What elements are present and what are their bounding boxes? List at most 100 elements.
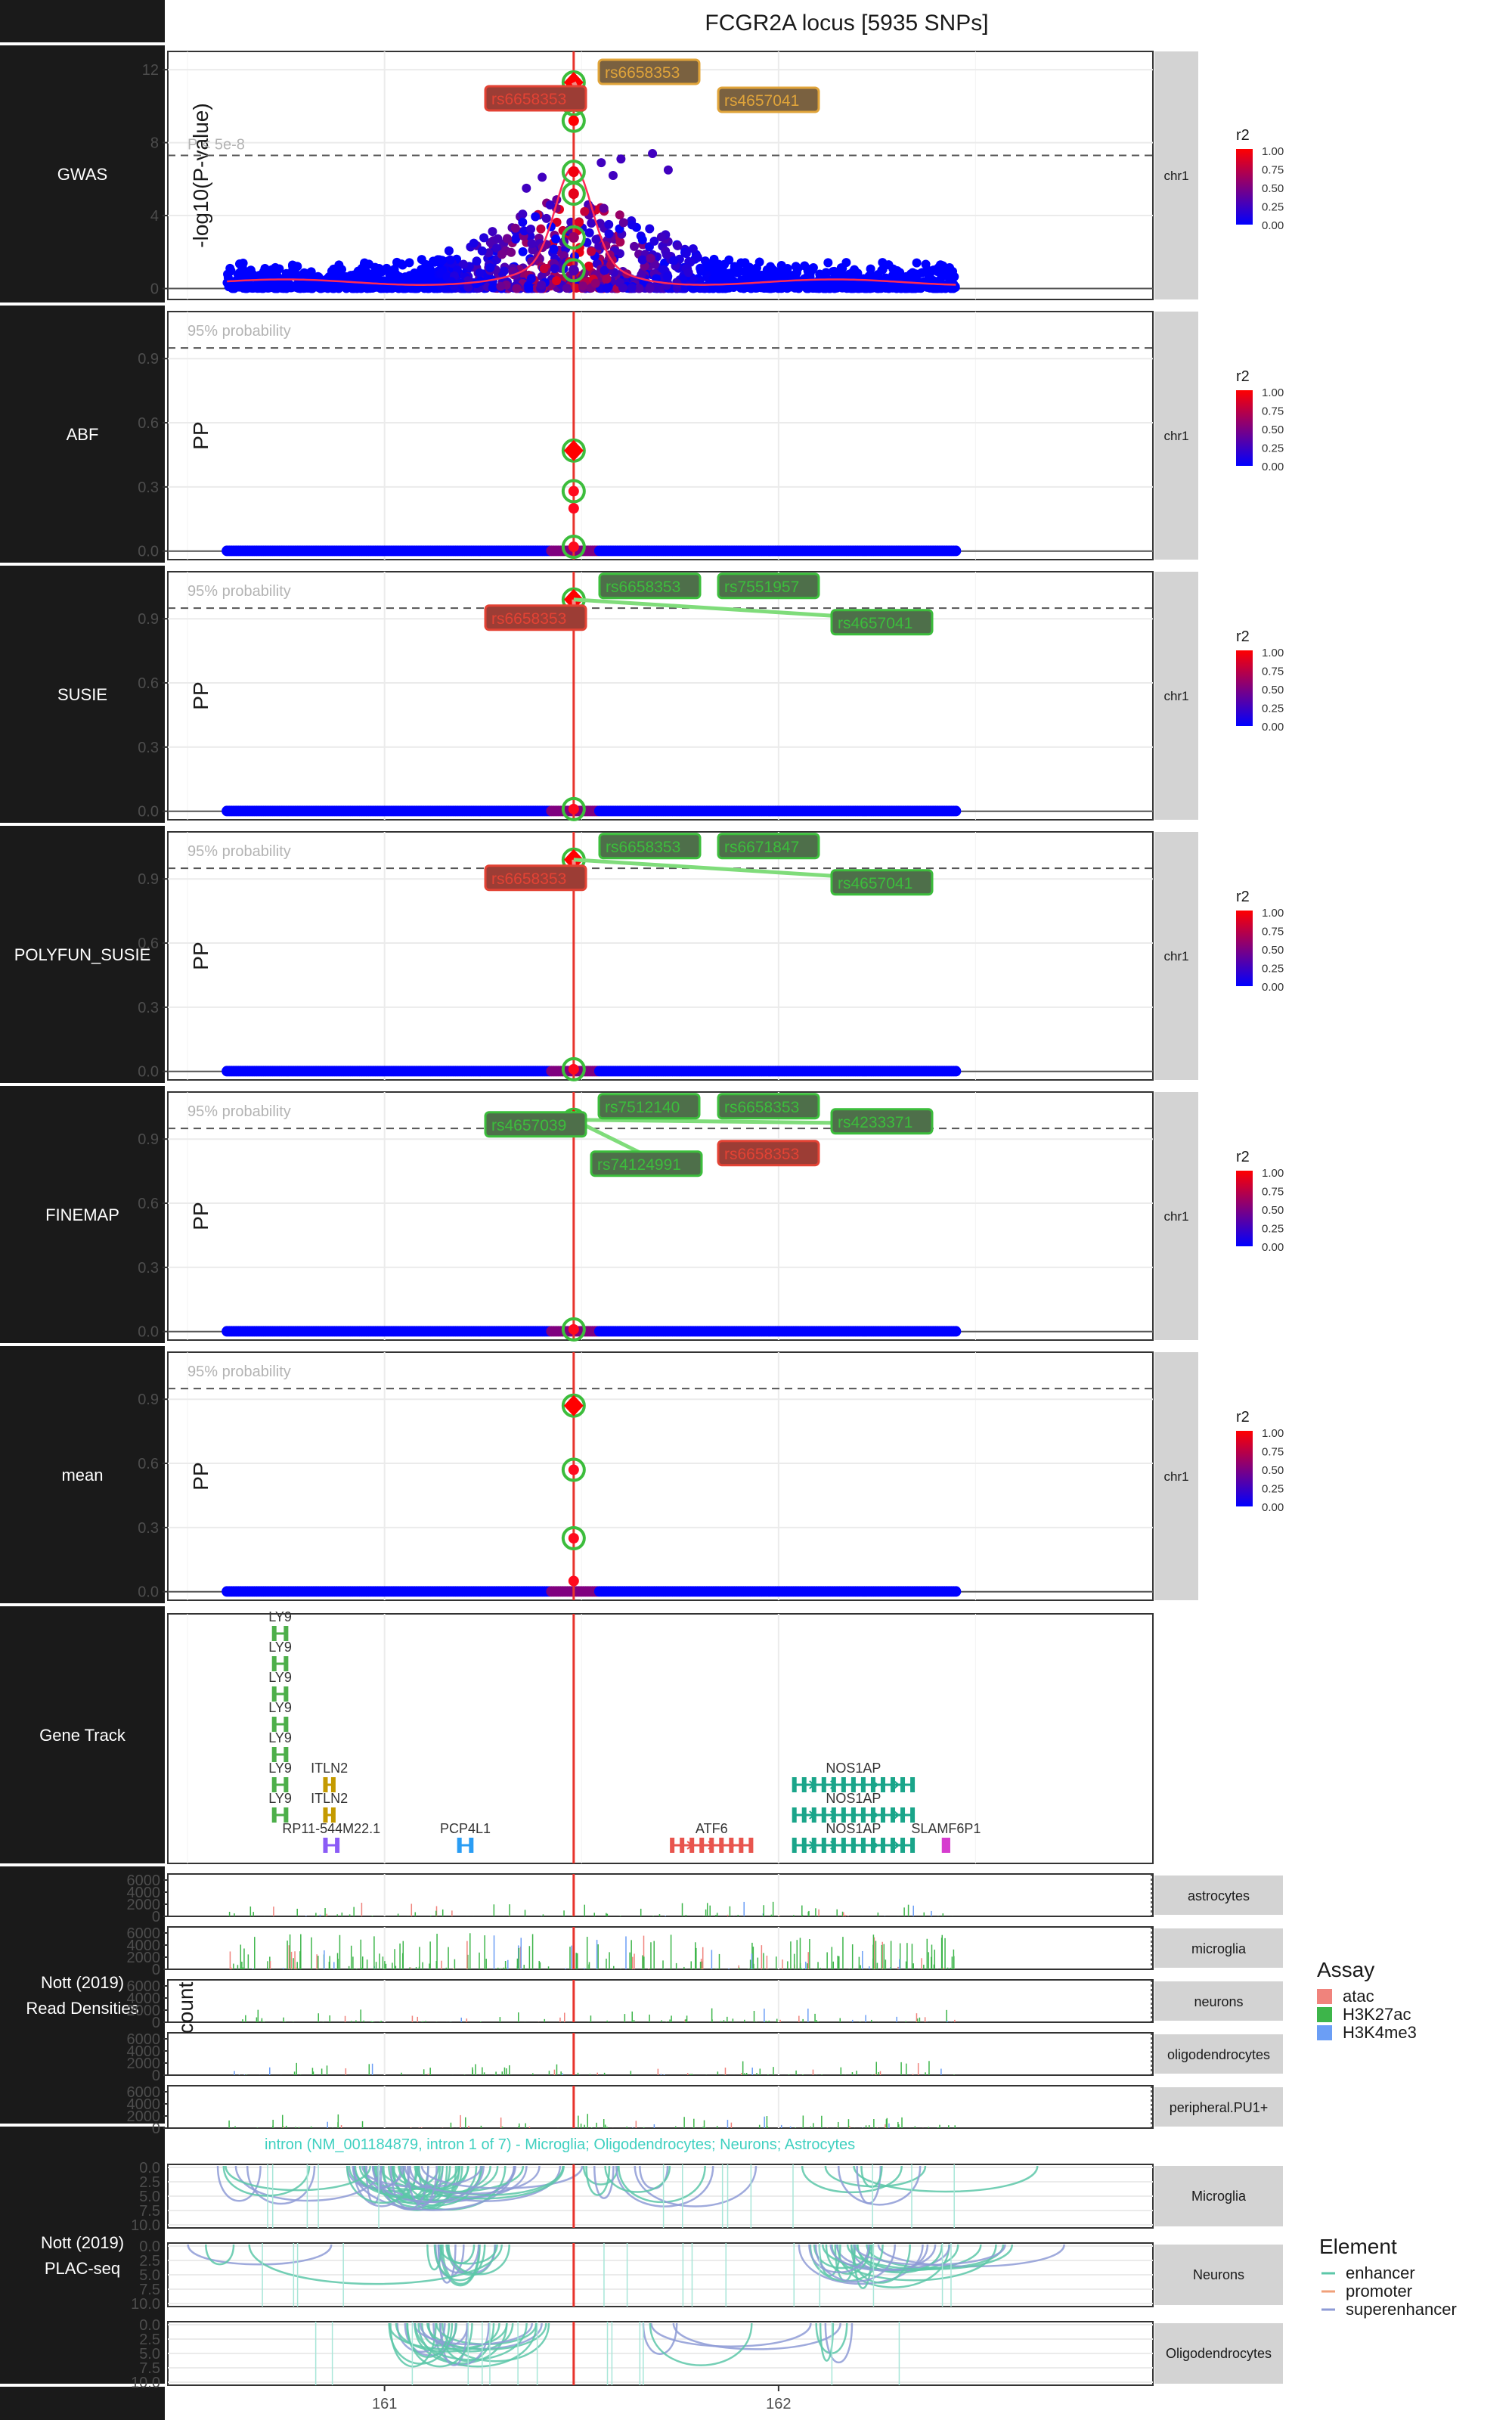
snp-point xyxy=(389,271,399,281)
facet-label: chr1 xyxy=(1163,1469,1188,1484)
snp-point xyxy=(502,234,512,244)
snp-point xyxy=(356,284,366,293)
gene-exon xyxy=(719,1838,724,1853)
snp-point xyxy=(545,200,555,209)
reads-panel xyxy=(167,1926,1154,1970)
pp-threshold-label: 95% probability xyxy=(187,583,291,600)
legend-r2-bar xyxy=(1236,149,1253,225)
pp-label-3-box xyxy=(484,604,587,631)
label-leader xyxy=(573,597,840,619)
reads-panel xyxy=(167,2032,1154,2076)
y-tick-label: 0.3 xyxy=(138,1000,159,1016)
snp-point xyxy=(596,158,606,168)
snp-point xyxy=(907,284,917,293)
peak-snp-point xyxy=(568,265,579,276)
snp-point xyxy=(943,272,953,282)
snp-point xyxy=(848,267,858,277)
snp-point xyxy=(334,260,344,270)
gene-exon xyxy=(271,1717,277,1732)
y-tick-label: 8 xyxy=(150,135,159,152)
snp-point xyxy=(584,261,593,271)
row-label: FINEMAP xyxy=(45,1205,119,1224)
snp-point xyxy=(925,271,934,281)
snp-point xyxy=(463,282,473,292)
snp-point xyxy=(717,273,727,283)
pp-threshold-label: 95% probability xyxy=(187,323,291,340)
pp-label-4: rs4233371 xyxy=(838,1114,912,1131)
peak-snp-point xyxy=(568,1464,579,1475)
row-label: Gene Track xyxy=(39,1726,126,1745)
y-tick-label: 6000 xyxy=(127,2031,161,2048)
snp-point xyxy=(444,246,454,256)
legend-r2-tick: 0.50 xyxy=(1262,424,1284,436)
legend-r2-bar xyxy=(1236,1431,1253,1506)
legend-r2-tick: 0.25 xyxy=(1262,201,1284,214)
y-tick-label: 10.0 xyxy=(131,2296,160,2313)
facet-label: chr1 xyxy=(1163,429,1188,443)
legend-r2-tick: 0.25 xyxy=(1262,963,1284,976)
gene-exon xyxy=(801,1838,807,1853)
gene-exon xyxy=(841,1807,846,1823)
y-tick-label: 0.0 xyxy=(138,1324,159,1341)
pp-baseline-points xyxy=(222,1326,962,1337)
snp-point xyxy=(436,281,446,291)
gene-label: ITLN2 xyxy=(311,1791,348,1806)
snp-point xyxy=(912,258,922,268)
snp-point xyxy=(771,282,781,292)
pp-label-1: rs6658353 xyxy=(606,839,680,856)
gene-exon xyxy=(821,1777,826,1792)
snp-point xyxy=(288,265,298,275)
pp-panel-abf xyxy=(167,311,1154,560)
snp-point xyxy=(656,232,666,242)
pp-panel-susie xyxy=(167,571,1154,821)
gene-exon xyxy=(323,1838,328,1853)
y-axis-label: PP xyxy=(189,1202,212,1230)
legend-r2-tick: 0.50 xyxy=(1262,684,1284,697)
snp-point xyxy=(445,255,455,265)
snp-point xyxy=(800,261,810,271)
gene-exon xyxy=(457,1838,462,1853)
gene-exon xyxy=(910,1838,916,1853)
snp-point xyxy=(766,262,776,271)
gene-exon xyxy=(850,1838,856,1853)
gene-exon xyxy=(841,1838,846,1853)
row-label: Nott (2019) xyxy=(41,1973,124,1992)
snp-point xyxy=(742,264,752,274)
snp-point xyxy=(234,259,244,268)
snp-point xyxy=(950,545,962,557)
snp-point xyxy=(921,259,931,269)
legend-r2-title: r2 xyxy=(1236,1409,1250,1426)
pp-panel-polyfun_susie xyxy=(167,831,1154,1081)
gene-exon xyxy=(891,1838,896,1853)
snp-point xyxy=(538,172,547,182)
snp-point xyxy=(663,165,673,175)
gene-exon xyxy=(870,1838,875,1853)
snp-point xyxy=(950,805,962,817)
snp-point xyxy=(496,281,506,291)
row-strip-pp xyxy=(0,1346,165,1603)
snp-point xyxy=(518,209,528,219)
snp-point xyxy=(648,149,658,159)
snp-point xyxy=(762,283,772,293)
gene-label: LY9 xyxy=(268,1609,292,1624)
gene-exon xyxy=(870,1807,875,1823)
row-strip-gwas xyxy=(0,45,165,302)
snp-point xyxy=(659,265,669,275)
gene-label: LY9 xyxy=(268,1700,292,1715)
snp-point xyxy=(371,269,381,279)
snp-point xyxy=(426,269,436,279)
gene-label: LY9 xyxy=(268,1670,292,1685)
facet-label: chr1 xyxy=(1163,1209,1188,1224)
gene-exon xyxy=(821,1807,826,1823)
legend-r2-tick: 0.75 xyxy=(1262,405,1284,418)
snp-point xyxy=(525,231,535,241)
gene-exon xyxy=(271,1777,277,1792)
snp-point xyxy=(404,258,414,268)
snp-point xyxy=(919,280,929,290)
gwas-threshold-label: P < 5e-8 xyxy=(187,136,245,153)
snp-point xyxy=(781,270,791,280)
credible-set-ring xyxy=(561,535,586,560)
snp-point xyxy=(637,235,647,245)
snp-point xyxy=(256,279,265,289)
gene-exon xyxy=(945,1838,950,1853)
